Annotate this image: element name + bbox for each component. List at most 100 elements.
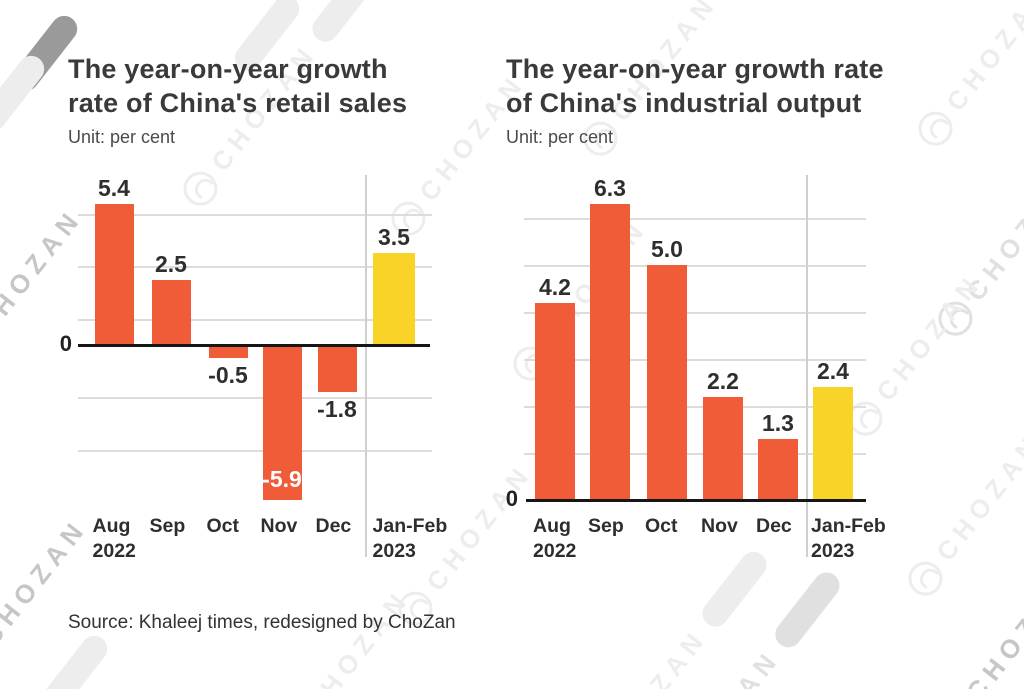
chozan-watermark: CHOZAN (932, 489, 1024, 689)
bar-value-label: 4.2 (539, 273, 571, 300)
x-axis-label-line: 2023 (372, 540, 416, 562)
chozan-watermark: CHOZAN (668, 567, 845, 689)
bar-value-label: 6.3 (594, 174, 626, 201)
chozan-watermark-text: CHOZAN (960, 167, 1024, 307)
gridline (78, 397, 432, 400)
x-axis-label: Jan-Feb 2023 (373, 514, 483, 564)
bar-value-label: 1.3 (762, 409, 794, 436)
bar-value-label: 5.0 (651, 236, 683, 262)
bar-jan-feb (373, 253, 415, 345)
left-chart-title-line2: rate of China's retail sales (68, 88, 408, 118)
bar-value-label: 3.5 (378, 224, 410, 251)
x-axis-label: Dec (316, 514, 426, 539)
chozan-watermark: CHOZAN (931, 166, 1024, 343)
bar-value-label: 2.4 (817, 358, 849, 385)
chozan-watermark (0, 50, 50, 137)
left-chart-title: The year-on-year growth rate of China's … (68, 52, 407, 120)
x-axis-label-line: Jan-Feb (811, 515, 886, 537)
gridline (78, 214, 432, 216)
right-chart-title: The year-on-year growth rate of China's … (506, 52, 884, 120)
chozan-watermark-bar (37, 630, 113, 689)
zero-tick-label: 0 (59, 331, 72, 356)
chozan-watermark-text: CHOZAN (0, 202, 89, 342)
bar-value-label: 5.4 (98, 174, 130, 201)
gridline (78, 266, 432, 269)
chozan-watermark-text: CHOZAN (960, 567, 1024, 689)
bar-oct (647, 265, 687, 500)
chozan-watermark-text: CHOZAN (298, 583, 417, 689)
x-axis-label: Nov (261, 514, 371, 539)
chozan-watermark: CHOZAN (911, 0, 1024, 153)
x-axis-label: Aug 2022 (533, 514, 643, 564)
bar-jan-feb (813, 387, 853, 500)
chozan-watermark-text: CHOZAN (930, 427, 1024, 567)
x-axis-label: Nov (701, 514, 811, 539)
x-axis-label-line: Sep (149, 515, 186, 537)
gridline (524, 218, 866, 220)
year-separator-line (806, 175, 808, 557)
chozan-watermark: CHOZAN (298, 583, 417, 689)
zero-axis-line (526, 499, 866, 502)
x-axis-label: Oct (207, 514, 317, 539)
x-axis-label-line: Jan-Feb (372, 515, 448, 537)
x-axis-label-line: Nov (701, 515, 738, 537)
chozan-watermark (37, 630, 113, 689)
zero-axis-line (78, 344, 430, 347)
x-axis-label-line: Aug (533, 515, 571, 537)
gridline (78, 318, 432, 321)
x-axis-label: Jan-Feb 2023 (811, 514, 921, 564)
bar-aug (94, 203, 134, 345)
bar-value-label: 2.5 (155, 250, 187, 277)
bar-sep (151, 279, 191, 345)
bar-sep (590, 203, 630, 500)
chozan-watermark-bar (0, 50, 50, 137)
year-separator-line (365, 175, 367, 557)
bar-value-label: -0.5 (208, 362, 248, 389)
bar-aug (535, 302, 575, 500)
chozan-watermark-bar (307, 0, 382, 47)
bar-oct (208, 345, 248, 359)
chozan-watermark: CHOZAN (567, 544, 776, 689)
chozan-watermark-text: CHOZAN (870, 267, 989, 407)
zero-tick-label: 0 (505, 486, 518, 511)
chozan-logo-icon (931, 294, 980, 343)
right-chart-title-line1: The year-on-year growth rate (506, 54, 884, 84)
x-axis-label-line: Dec (756, 515, 792, 537)
gridline (524, 312, 866, 314)
right-chart-title-line2: of China's industrial output (506, 88, 862, 118)
chozan-watermark-text: CHOZAN (595, 622, 713, 689)
x-axis-label-line: Dec (315, 515, 352, 537)
right-chart-unit-label: Unit: per cent (506, 127, 614, 147)
chozan-logo-icon (911, 104, 960, 153)
bar-dec (758, 438, 798, 500)
bar-dec (317, 345, 357, 393)
chozan-watermark: CHOZAN (0, 201, 90, 377)
bar-nov (703, 396, 743, 500)
chozan-watermark-text: CHOZAN (668, 643, 786, 689)
x-axis-label: Oct (645, 514, 755, 539)
chozan-watermark-text: CHOZAN (940, 0, 1024, 117)
bar-value-label: 2.2 (707, 367, 739, 394)
bar-value-label: -5.9 (262, 465, 302, 492)
x-axis-label-line: Nov (260, 515, 298, 537)
x-axis-label-line: Oct (206, 515, 240, 537)
x-axis-label-line: 2023 (811, 540, 855, 562)
x-axis-label: Sep (150, 514, 260, 539)
chozan-watermark-bar (697, 546, 772, 632)
x-axis-label: Aug 2022 (93, 514, 203, 564)
x-axis-label: Sep (588, 514, 698, 539)
source-note: Source: Khaleej times, redesigned by Cho… (68, 612, 456, 633)
gridline (524, 265, 866, 267)
gridline (78, 449, 432, 452)
left-chart-unit-label: Unit: per cent (68, 127, 176, 147)
chozan-watermark: CHOZAN (0, 511, 95, 687)
x-axis-label-line: Sep (588, 515, 624, 537)
bar-nov (262, 345, 302, 500)
plot-0: 5.4 Aug 2022 2.5 Sep -0.5 Oct -5.9 Nov -1.8 Dec 3.5… (60, 175, 448, 562)
bar-value-label: -1.8 (317, 396, 357, 423)
gridline (524, 453, 866, 455)
gridline (524, 359, 866, 361)
gridline (524, 406, 866, 408)
x-axis-label-line: 2022 (92, 540, 136, 562)
